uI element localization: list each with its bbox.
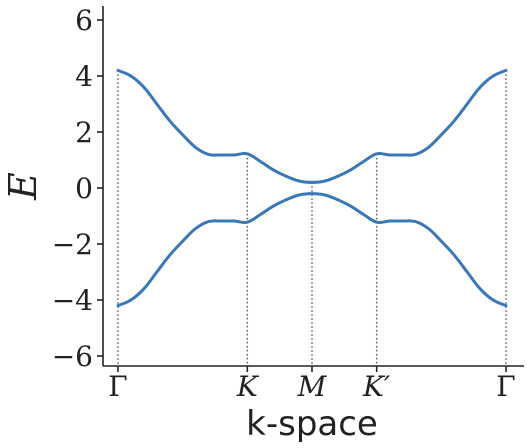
y-tick-label: 2	[75, 116, 93, 149]
y-tick-label: −2	[52, 228, 93, 261]
y-ticks: 6 4 2 0 −2 −4 −6	[52, 4, 103, 373]
high-symmetry-guides	[117, 70, 507, 366]
y-tick-label: 4	[75, 60, 93, 93]
x-ticks: Γ K M K′ Γ	[108, 366, 516, 403]
x-axis-label: k-space	[246, 404, 378, 444]
x-tick-label: K	[236, 370, 260, 403]
x-tick-label: Γ	[496, 370, 515, 403]
x-tick-label: M	[297, 370, 328, 403]
y-axis-label: E	[1, 172, 45, 201]
upper-band-line	[116, 68, 508, 184]
x-tick-label: Γ	[108, 370, 127, 403]
y-tick-label: −4	[52, 284, 93, 317]
lower-band-line	[116, 192, 508, 308]
x-tick-label: K′	[362, 370, 391, 403]
band-series	[116, 68, 508, 308]
y-tick-label: −6	[52, 340, 93, 373]
axes	[102, 6, 524, 367]
y-tick-label: 0	[75, 172, 93, 205]
y-tick-label: 6	[75, 4, 93, 37]
